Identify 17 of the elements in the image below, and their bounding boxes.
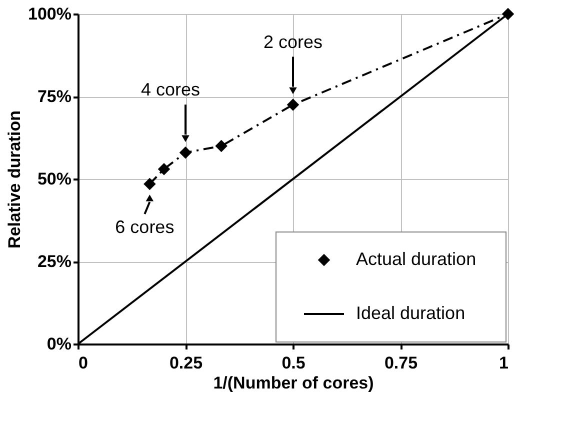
x-tick-label: 1 xyxy=(499,354,508,372)
legend-label: Ideal duration xyxy=(356,303,466,323)
x-tick-label: 0.5 xyxy=(282,354,306,372)
y-tick-label: 25% xyxy=(37,252,72,271)
y-tick-label: 75% xyxy=(37,87,72,106)
x-tick-label: 0.75 xyxy=(384,354,418,372)
legend-label: Actual duration xyxy=(356,249,476,269)
y-tick-label: 50% xyxy=(37,170,72,188)
annotation: 2 cores xyxy=(263,32,323,52)
annotation: 6 cores xyxy=(115,216,174,237)
x-axis-title: 1/(Number of cores) xyxy=(213,374,374,392)
y-tick-label: 0% xyxy=(46,334,72,354)
x-tick-label: 0 xyxy=(78,354,88,372)
y-tick-label: 100% xyxy=(28,4,72,24)
annotation: 4 cores xyxy=(140,80,200,100)
x-tick-label: 0.25 xyxy=(169,354,203,372)
y-axis-title: Relative duration xyxy=(5,110,24,248)
